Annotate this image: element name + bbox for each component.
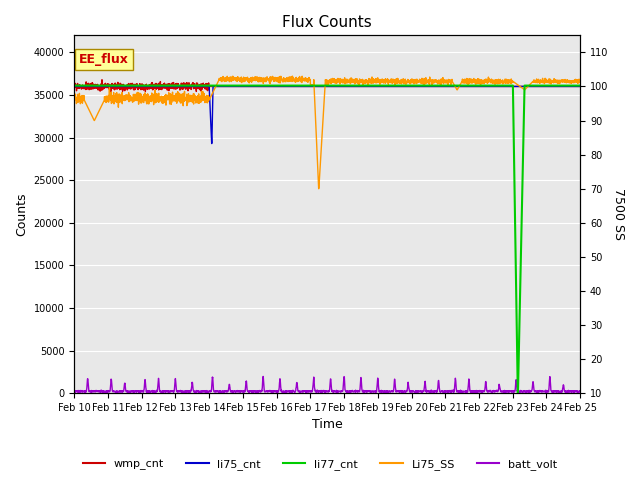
Y-axis label: Counts: Counts (15, 192, 28, 236)
Title: Flux Counts: Flux Counts (282, 15, 372, 30)
Y-axis label: 7500 SS: 7500 SS (612, 188, 625, 240)
Text: EE_flux: EE_flux (79, 53, 129, 66)
X-axis label: Time: Time (312, 419, 342, 432)
Legend: wmp_cnt, li75_cnt, li77_cnt, Li75_SS, batt_volt: wmp_cnt, li75_cnt, li77_cnt, Li75_SS, ba… (78, 455, 562, 474)
